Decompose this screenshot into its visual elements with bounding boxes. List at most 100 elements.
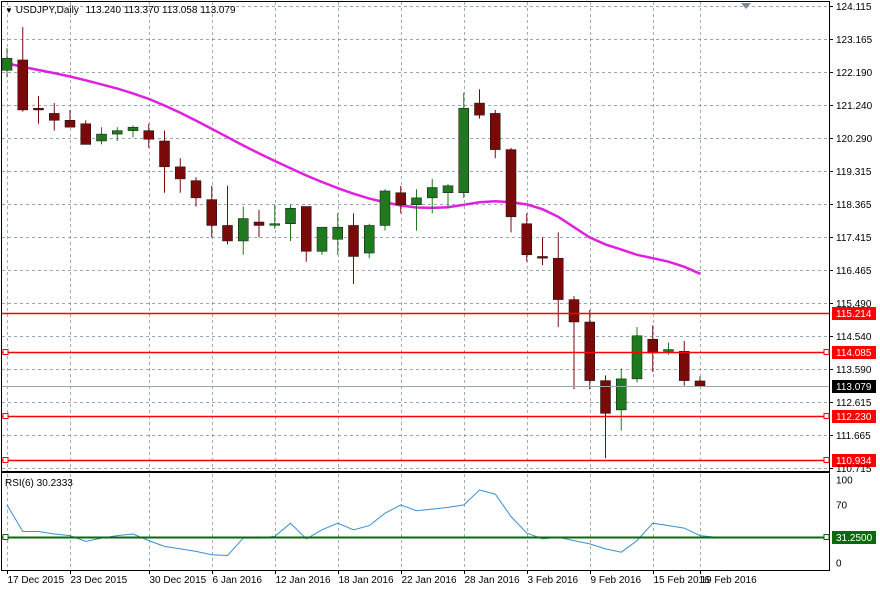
bull-candle <box>332 226 343 240</box>
y-tick-label: 111.665 <box>836 431 871 442</box>
bull-candle <box>616 378 627 411</box>
y-tick-label: 120.290 <box>836 134 873 145</box>
bear-candle <box>348 225 359 257</box>
bull-candle <box>316 226 328 252</box>
y-tick-label: 122.190 <box>836 68 873 79</box>
x-tick-label: 6 Jan 2016 <box>213 575 263 586</box>
x-tick-label: 28 Jan 2016 <box>465 575 520 586</box>
rsi-level-handle-right <box>823 534 830 540</box>
x-tick-label: 22 Jan 2016 <box>402 575 457 586</box>
bear-candle <box>253 221 265 226</box>
bear-candle <box>301 206 312 252</box>
bull-candle <box>364 225 375 254</box>
price-line-label: 112.230 <box>836 412 872 423</box>
y-tick-label: 124.115 <box>836 2 872 13</box>
chart-shift-triangle-icon[interactable] <box>741 3 751 9</box>
y-tick-label: 123.165 <box>836 35 873 46</box>
bull-candle <box>631 335 643 380</box>
x-tick-label: 23 Dec 2015 <box>71 575 128 586</box>
price-lines[interactable]: 115.214 114.085 112.230 110.934 113.079 <box>2 307 876 467</box>
rsi-line <box>6 489 716 557</box>
price-line-label-bg <box>832 346 876 359</box>
rsi-scale-label: 70 <box>836 500 848 511</box>
rsi-scale-label: 100 <box>836 476 853 487</box>
bear-candle <box>222 225 233 242</box>
rsi-indicator: 1007030031.2500 <box>2 476 876 570</box>
down-triangle-icon[interactable]: ▼ <box>5 6 13 15</box>
bear-candle <box>17 59 28 111</box>
x-tick-label: 9 Feb 2016 <box>591 575 642 586</box>
bear-candle <box>80 123 91 145</box>
line-handle-left <box>2 413 9 419</box>
bull-candle <box>96 133 107 142</box>
bull-candle <box>127 126 139 131</box>
y-tick-label: 113.590 <box>836 365 872 376</box>
y-tick-label: 115.490 <box>836 299 872 310</box>
price-line-label: 114.085 <box>836 348 872 359</box>
bear-candle <box>175 166 186 180</box>
x-tick-label: 18 Jan 2016 <box>339 575 394 586</box>
y-tick-label: 119.315 <box>836 167 872 178</box>
bear-candle <box>143 130 154 140</box>
y-tick-label: 117.415 <box>836 233 872 244</box>
bear-candle <box>490 113 501 150</box>
bear-candle <box>568 299 580 323</box>
x-tick-label: 17 Dec 2015 <box>8 575 65 586</box>
symbol-label: USDJPY,Daily <box>15 5 79 16</box>
line-handle-left <box>2 457 9 463</box>
rsi-level-label-bg <box>832 531 876 544</box>
x-tick-label: 12 Jan 2016 <box>276 575 331 586</box>
price-line-label: 110.934 <box>836 456 872 467</box>
bear-candle <box>521 223 532 256</box>
bull-candle <box>427 187 438 199</box>
rsi-plot-border <box>1 472 830 571</box>
bear-candle <box>537 256 548 259</box>
bull-candle <box>112 130 123 135</box>
bull-candle <box>663 349 674 352</box>
bear-candle <box>474 102 485 116</box>
bear-candle <box>647 338 658 354</box>
price-line-label-bg <box>832 410 876 423</box>
y-tick-label: 118.365 <box>836 200 872 211</box>
bear-candle <box>505 149 517 218</box>
line-handle-right <box>823 457 830 463</box>
last-price-label-bg <box>832 380 876 393</box>
rsi-level-label: 31.2500 <box>836 533 873 544</box>
bear-candle <box>395 192 406 206</box>
bear-candle <box>553 257 564 300</box>
y-tick-label: 114.540 <box>836 332 872 343</box>
bear-candle <box>694 380 706 387</box>
grid <box>2 2 829 570</box>
main-plot-border <box>1 1 830 472</box>
last-price-label: 113.079 <box>836 382 872 393</box>
y-tick-label: 112.615 <box>836 398 872 409</box>
price-line-label-bg <box>832 454 876 467</box>
y-tick-label: 121.240 <box>836 101 873 112</box>
x-tick-label: 15 Feb 2016 <box>654 575 711 586</box>
bull-candle <box>458 107 469 193</box>
x-tick-label: 19 Feb 2016 <box>701 575 758 586</box>
bull-candle <box>379 190 391 226</box>
x-tick-label: 30 Dec 2015 <box>150 575 207 586</box>
moving-average <box>6 62 701 275</box>
price-line-label-bg <box>832 307 876 320</box>
bull-candle <box>1 57 13 71</box>
price-line-label: 115.214 <box>836 309 872 320</box>
y-tick-label: 116.465 <box>836 266 872 277</box>
bear-candle <box>159 140 170 168</box>
time-axis: 17 Dec 2015 23 Dec 2015 30 Dec 2015 6 Jan 2… <box>7 570 758 586</box>
bull-candle <box>442 185 454 193</box>
bear-candle <box>190 180 202 199</box>
rsi-level-handle-left <box>2 534 9 540</box>
bull-candle <box>269 223 280 226</box>
bull-candle <box>238 218 249 242</box>
price-axis: 124.115 123.165 122.190 121.240 120.290 119.3… <box>829 2 873 475</box>
bear-candle <box>49 113 60 121</box>
symbol-header: ▼ USDJPY,Daily 113.240 113.370 113.058 1… <box>5 5 236 16</box>
bull-candle <box>411 197 422 206</box>
bear-candle <box>206 199 217 226</box>
x-tick-label: 3 Feb 2016 <box>528 575 579 586</box>
rsi-label: RSI(6) 30.2333 <box>5 478 73 489</box>
candles <box>1 27 706 459</box>
